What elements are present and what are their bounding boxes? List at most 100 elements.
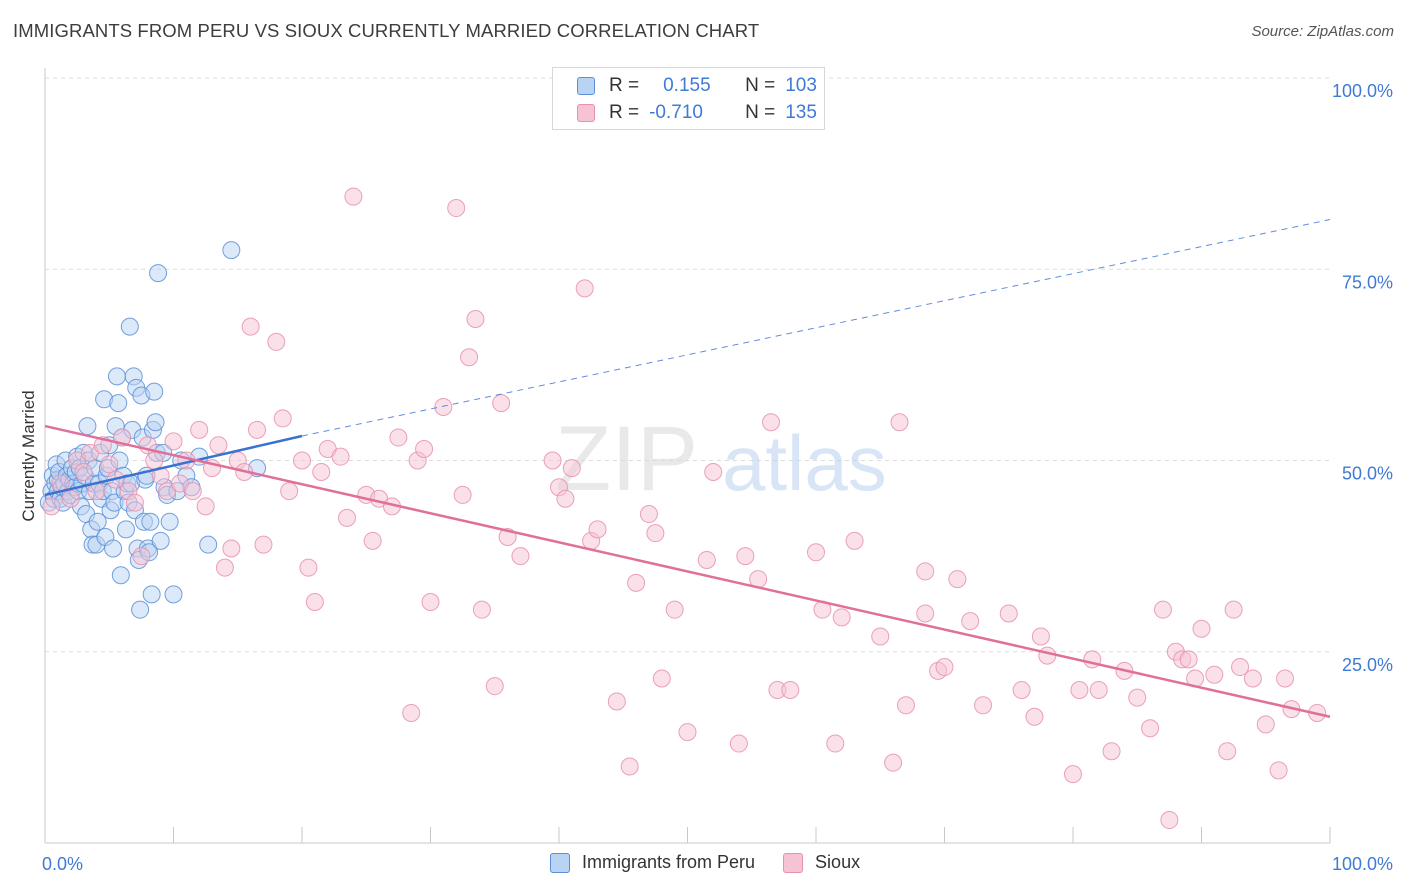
data-point xyxy=(111,566,130,585)
data-point xyxy=(107,367,126,386)
data-point xyxy=(1160,811,1179,830)
data-point xyxy=(215,558,234,577)
data-point xyxy=(916,562,935,581)
legend-swatch-pink xyxy=(783,852,804,873)
data-point xyxy=(485,677,504,696)
data-point xyxy=(74,462,93,481)
legend-n-value: 103 xyxy=(785,75,817,96)
data-point xyxy=(120,317,139,336)
data-point xyxy=(88,512,107,531)
data-point xyxy=(146,413,165,432)
data-point xyxy=(363,531,382,550)
data-point xyxy=(1218,742,1237,761)
data-point xyxy=(183,482,202,501)
data-point xyxy=(665,600,684,619)
data-point xyxy=(620,757,639,776)
data-point xyxy=(1012,681,1031,699)
y-tick-label: 50.0% xyxy=(1342,464,1393,484)
data-point xyxy=(1276,669,1295,688)
data-point xyxy=(1089,681,1108,699)
series-legend: Immigrants from Peru Sioux xyxy=(550,852,888,873)
series-immigrants-from-peru xyxy=(39,241,267,619)
legend-label-peru: Immigrants from Peru xyxy=(582,852,756,872)
data-point xyxy=(935,658,954,677)
data-point xyxy=(1153,600,1172,619)
trend-line-sioux xyxy=(44,424,1331,718)
data-point xyxy=(646,524,665,543)
tick-labels: 25.0% 50.0% 75.0% 100.0% 0.0% 100.0% xyxy=(42,81,1393,874)
data-point xyxy=(556,489,575,508)
data-point xyxy=(460,348,479,367)
x-tick-label: 0.0% xyxy=(42,854,83,874)
data-point xyxy=(1192,619,1211,638)
data-point xyxy=(1205,665,1224,684)
data-point xyxy=(884,753,903,772)
data-point xyxy=(678,723,697,742)
data-point xyxy=(974,696,993,715)
legend-r-value: -0.710 xyxy=(649,102,703,123)
data-point xyxy=(1128,688,1147,707)
chart-title: IMMIGRANTS FROM PERU VS SIOUX CURRENTLY … xyxy=(13,20,760,41)
data-point xyxy=(1231,658,1250,677)
data-point xyxy=(254,535,273,554)
data-point xyxy=(1141,719,1160,738)
legend-label-sioux: Sioux xyxy=(815,852,861,872)
legend-swatch-blue xyxy=(577,77,595,95)
data-point xyxy=(337,508,356,527)
legend-n-value: 135 xyxy=(785,102,817,123)
data-point xyxy=(948,570,967,589)
legend-row-sioux: R = -0.710 N = 135 xyxy=(577,101,817,125)
data-point xyxy=(149,264,168,283)
data-point xyxy=(142,585,161,604)
data-point xyxy=(312,462,331,481)
data-point xyxy=(492,394,511,413)
data-point xyxy=(729,734,748,753)
data-point xyxy=(466,309,485,328)
stats-legend: R = 0.155 N = 103 R = -0.710 N = 135 xyxy=(552,67,825,130)
data-point xyxy=(222,241,241,260)
data-point xyxy=(1064,765,1082,784)
legend-row-peru: R = 0.155 N = 103 xyxy=(577,74,817,98)
data-point xyxy=(1256,715,1275,734)
data-point xyxy=(1070,681,1089,699)
data-point xyxy=(125,493,144,512)
data-point xyxy=(209,436,228,455)
data-point xyxy=(1038,646,1057,665)
data-point xyxy=(434,397,453,416)
data-point xyxy=(896,696,915,715)
x-tick-label: 100.0% xyxy=(1332,854,1393,874)
data-point xyxy=(826,734,845,753)
data-point xyxy=(511,547,530,566)
data-point xyxy=(845,531,864,550)
legend-swatch-blue xyxy=(550,852,570,873)
y-tick-label: 25.0% xyxy=(1342,655,1393,675)
data-point xyxy=(1102,742,1121,761)
data-point xyxy=(421,593,440,612)
data-point xyxy=(199,535,218,554)
legend-n-label: N = xyxy=(745,102,776,123)
data-point xyxy=(293,451,311,470)
data-point xyxy=(639,505,658,524)
data-point xyxy=(222,539,241,558)
data-point xyxy=(562,459,581,478)
data-point xyxy=(164,585,183,604)
data-point xyxy=(267,332,286,351)
data-point xyxy=(131,600,150,619)
data-point xyxy=(916,604,935,623)
axes xyxy=(44,68,1331,844)
legend-r-value: 0.155 xyxy=(663,75,711,96)
data-point xyxy=(543,451,562,470)
legend-swatch-pink xyxy=(577,104,595,122)
data-point xyxy=(61,489,80,508)
data-point xyxy=(280,482,299,501)
data-point xyxy=(999,604,1018,623)
data-point xyxy=(299,558,318,577)
watermark-zip: ZIP xyxy=(555,408,698,510)
data-point xyxy=(160,512,179,531)
data-point xyxy=(132,547,151,566)
y-tick-label: 100.0% xyxy=(1332,81,1393,101)
data-point xyxy=(472,600,491,619)
data-point xyxy=(1025,707,1044,726)
data-point xyxy=(273,409,292,428)
legend-r-label: R = xyxy=(609,102,640,123)
